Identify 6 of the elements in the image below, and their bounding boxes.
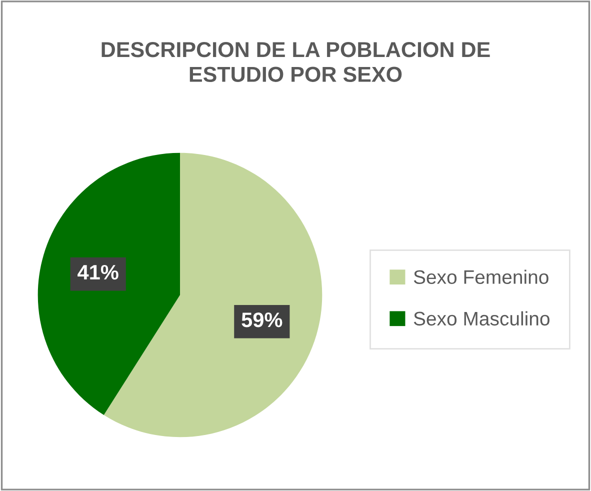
legend-label: Sexo Masculino xyxy=(414,311,550,326)
legend-label: Sexo Femenino xyxy=(414,270,548,284)
data-label: 59% xyxy=(242,312,282,328)
pie-slice xyxy=(38,152,180,416)
chart-title: DESCRIPCION DE LA POBLACION DE ESTUDIO POR SEXO xyxy=(102,42,490,82)
data-label: 41% xyxy=(78,264,118,280)
